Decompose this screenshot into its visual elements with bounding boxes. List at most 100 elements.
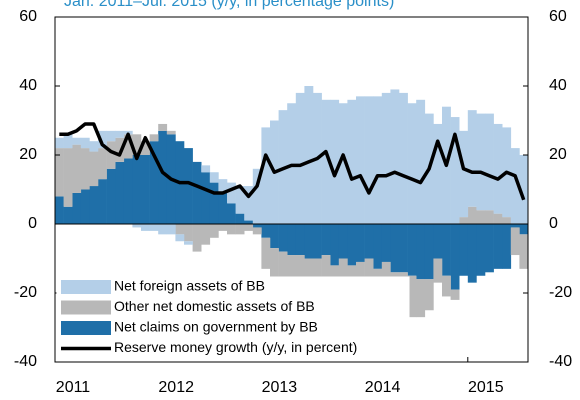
bar (184, 241, 193, 245)
bar (373, 96, 383, 224)
bar (63, 206, 73, 224)
bar (467, 110, 477, 207)
bar (390, 224, 400, 273)
bar (493, 213, 503, 224)
bar (141, 155, 150, 224)
bar (175, 234, 185, 242)
bar (519, 155, 529, 224)
bar (356, 96, 365, 224)
bar (184, 224, 193, 242)
bar (278, 251, 288, 287)
bar (80, 148, 90, 190)
bar (89, 151, 99, 187)
bar (485, 224, 494, 273)
bar (149, 141, 159, 224)
bar (510, 227, 520, 256)
y2-tick-label: -20 (549, 284, 572, 301)
bar (338, 224, 348, 259)
bar (476, 224, 486, 276)
bar (459, 217, 469, 224)
bar (519, 234, 529, 269)
bar (98, 179, 107, 224)
bar (442, 275, 451, 297)
bar (184, 148, 193, 224)
bar (510, 224, 520, 228)
bar (166, 130, 176, 135)
bar (158, 123, 168, 131)
bar (459, 224, 469, 276)
bar (493, 123, 503, 214)
bar (252, 224, 262, 228)
bar (227, 182, 236, 204)
bar (381, 224, 391, 262)
bar (407, 275, 417, 318)
bar (442, 224, 451, 276)
bar (278, 224, 288, 252)
bar (399, 224, 408, 273)
bar (304, 224, 314, 259)
bar (98, 148, 107, 180)
bar (450, 289, 460, 300)
bar (132, 155, 142, 224)
y2-tick-label: 40 (549, 77, 567, 94)
bar (166, 224, 176, 235)
bar (227, 203, 236, 224)
bar (433, 123, 443, 224)
bar (321, 255, 331, 297)
y-tick-label: 0 (28, 215, 37, 232)
bar (261, 127, 271, 224)
bar (295, 224, 305, 256)
bar (192, 224, 202, 252)
bar (218, 224, 228, 231)
bar (218, 192, 228, 224)
bar (141, 141, 150, 155)
legend-swatch (61, 321, 111, 335)
bar (356, 261, 365, 290)
x-tick-label: 2013 (262, 379, 298, 396)
bar (467, 224, 477, 283)
bar (373, 224, 383, 269)
bar (235, 213, 245, 224)
legend-swatch (61, 280, 111, 294)
y-tick-label: 20 (19, 146, 37, 163)
legend-box (56, 276, 410, 362)
bar (115, 161, 125, 224)
bar (364, 258, 374, 293)
bar (304, 86, 314, 224)
bar (270, 224, 279, 249)
bar (235, 186, 245, 214)
y2-tick-label: 0 (549, 215, 558, 232)
bar (424, 279, 434, 311)
bar (459, 130, 469, 218)
bar (149, 134, 159, 142)
bar (106, 130, 116, 142)
bar (502, 217, 512, 224)
bar (321, 99, 331, 224)
plot-frame (54, 16, 529, 363)
bar (55, 148, 64, 197)
bar (356, 224, 365, 262)
bar (364, 224, 374, 259)
bar (416, 279, 426, 318)
bar (407, 224, 417, 276)
bar (416, 224, 426, 280)
bar (295, 92, 305, 225)
bar (55, 137, 64, 149)
y2-tick-label: -40 (549, 353, 572, 370)
y-tick-label: 60 (19, 8, 37, 25)
bar (450, 117, 460, 224)
bar (132, 134, 142, 155)
bar (235, 224, 245, 235)
bar (407, 103, 417, 224)
bar (330, 224, 340, 266)
bar (485, 210, 494, 224)
legend-label: Net foreign assets of BB (114, 278, 265, 294)
bar (98, 130, 107, 149)
bar (467, 206, 477, 224)
bar (485, 113, 494, 211)
x-tick-label: 2012 (158, 379, 194, 396)
bar (313, 224, 322, 259)
bar (321, 224, 331, 256)
bar (175, 224, 185, 235)
